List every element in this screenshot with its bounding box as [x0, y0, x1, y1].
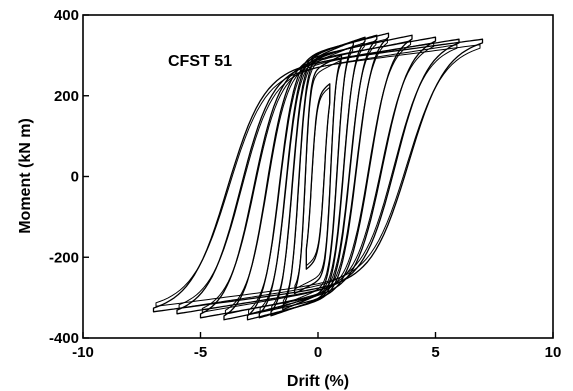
hysteresis-loop [223, 34, 413, 321]
hysteresis-loop-repeat [282, 46, 354, 305]
hysteresis-loop-repeat [224, 40, 412, 315]
y-tick-label: -400 [49, 330, 79, 347]
hysteresis-loop-repeat [248, 38, 388, 315]
x-axis-title: Drift (%) [287, 373, 349, 390]
hysteresis-loop [152, 38, 484, 313]
chart-annotation: CFST 51 [168, 53, 232, 70]
y-axis-title: Moment (kN m) [17, 118, 34, 234]
y-axis-ticks: -400 -200 0 200 400 [49, 7, 89, 347]
hysteresis-loop-repeat [201, 42, 435, 313]
hysteresis-loop-repeat [155, 44, 481, 307]
hysteresis-loop [199, 36, 437, 319]
x-tick-label: 0 [314, 344, 322, 361]
hysteresis-loops [152, 32, 484, 321]
x-tick-label: 5 [431, 344, 439, 361]
hysteresis-loop-repeat [305, 87, 331, 266]
x-tick-label: -10 [72, 344, 94, 361]
y-tick-label: 200 [54, 88, 79, 105]
x-axis-ticks: -10 -5 0 5 10 [72, 332, 561, 361]
hysteresis-loop-repeat [178, 44, 458, 309]
hysteresis-loop [176, 38, 460, 315]
x-tick-label: 10 [545, 344, 562, 361]
y-tick-label: 400 [54, 7, 79, 24]
y-tick-label: 0 [71, 169, 79, 186]
x-tick-label: -5 [194, 344, 207, 361]
hysteresis-loop [282, 40, 354, 311]
hysteresis-loop [246, 32, 390, 321]
y-tick-label: -200 [49, 249, 79, 266]
